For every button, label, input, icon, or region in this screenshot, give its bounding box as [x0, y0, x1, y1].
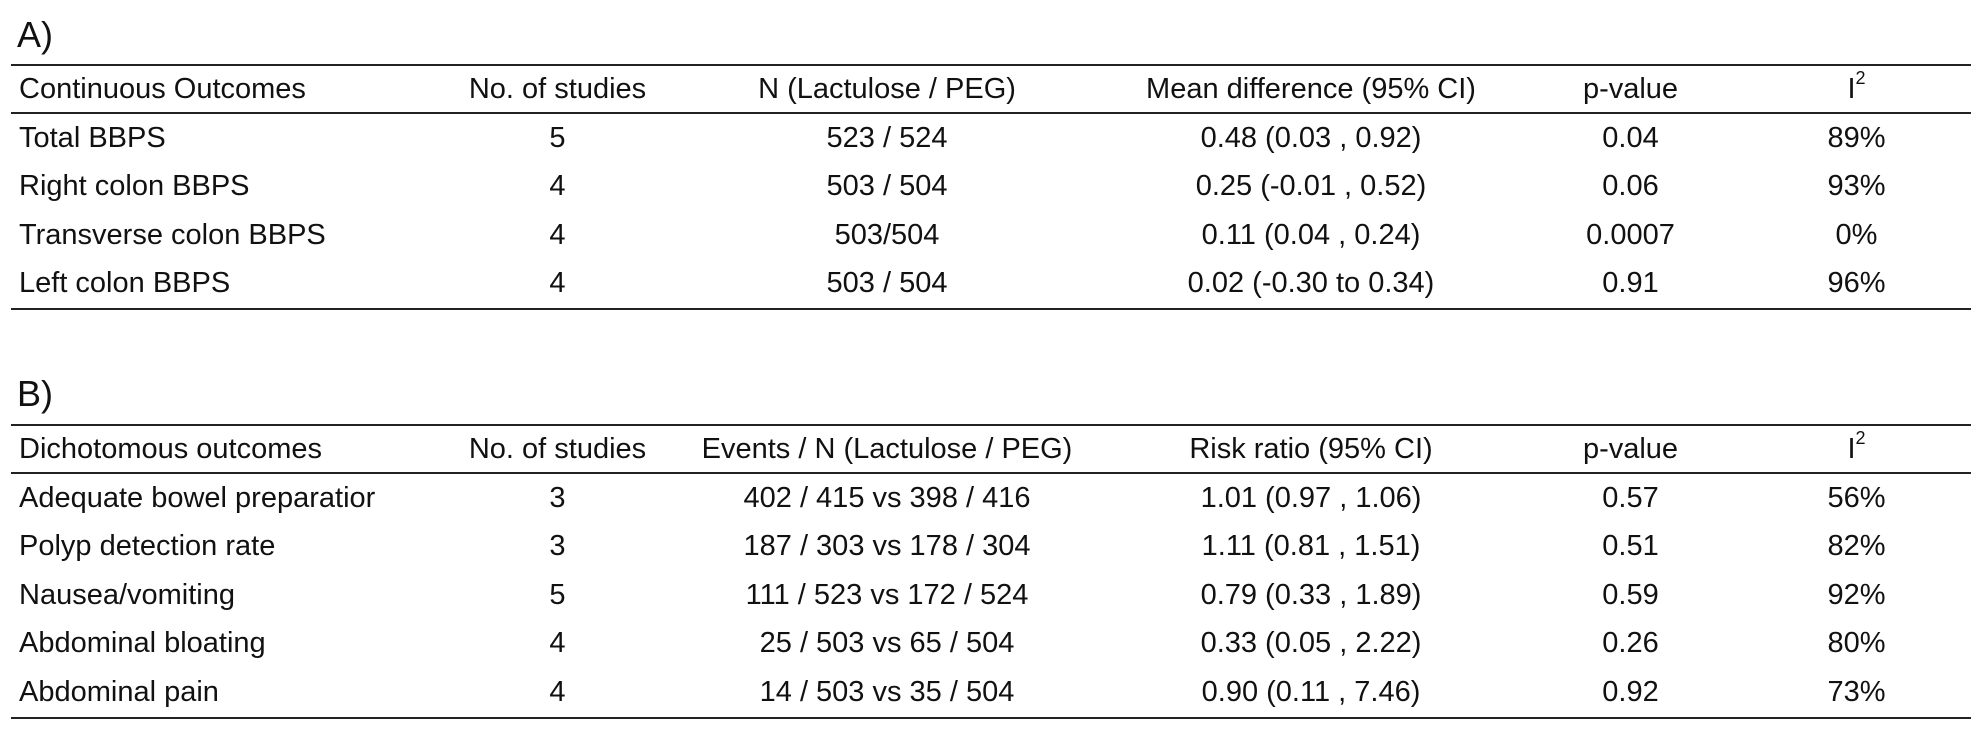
dichotomous-outcomes-table: Dichotomous outcomes No. of studies Even…: [11, 424, 1971, 719]
table-header-row: Dichotomous outcomes No. of studies Even…: [11, 425, 1971, 473]
cell-pvalue: 0.91: [1602, 267, 1659, 300]
cell-studies: 5: [549, 578, 566, 611]
header-n: Events / N (Lactulose / PEG): [701, 432, 1073, 465]
cell-outcome: Left colon BBPS: [19, 267, 231, 300]
cell-effect: 0.33 (0.05 , 2.22): [1200, 627, 1422, 660]
table-row: Abdominal bloating 4 25 / 503 vs 65 / 50…: [11, 620, 1971, 669]
table-row: Nausea/vomiting 5 111 / 523 vs 172 / 524…: [11, 571, 1971, 620]
header-outcome: Continuous Outcomes: [19, 72, 306, 105]
cell-pvalue: 0.92: [1602, 675, 1659, 708]
cell-n: 503 / 504: [826, 267, 948, 300]
cell-pvalue: 0.26: [1602, 627, 1659, 660]
cell-n: 25 / 503 vs 65 / 504: [759, 627, 1015, 660]
cell-i2: 93%: [1827, 170, 1886, 203]
cell-effect: 0.48 (0.03 , 0.92): [1200, 121, 1422, 154]
cell-studies: 3: [549, 481, 566, 514]
header-i2-base: I: [1847, 72, 1856, 105]
cell-studies: 3: [549, 530, 566, 563]
cell-i2: 80%: [1827, 627, 1886, 660]
cell-pvalue: 0.57: [1602, 481, 1659, 514]
cell-pvalue: 0.06: [1602, 170, 1659, 203]
cell-effect: 0.11 (0.04 , 0.24): [1201, 218, 1421, 251]
cell-pvalue: 0.04: [1602, 121, 1659, 154]
continuous-outcomes-table: Continuous Outcomes No. of studies N (La…: [11, 64, 1971, 310]
header-i2-superscript: 2: [1855, 67, 1866, 88]
header-pvalue: p-value: [1582, 72, 1679, 105]
cell-effect: 1.01 (0.97 , 1.06): [1200, 481, 1422, 514]
cell-effect: 1.11 (0.81 , 1.51): [1201, 530, 1421, 563]
cell-pvalue: 0.0007: [1586, 218, 1675, 251]
cell-effect: 0.02 (-0.30 to 0.34): [1187, 267, 1435, 300]
header-outcome: Dichotomous outcomes: [19, 432, 323, 465]
cell-n: 187 / 303 vs 178 / 304: [743, 530, 1031, 563]
cell-n: 503 / 504: [826, 170, 948, 203]
cell-i2: 82%: [1827, 530, 1886, 563]
cell-effect: 0.90 (0.11 , 7.46): [1201, 675, 1421, 708]
cell-outcome: Polyp detection rate: [19, 530, 276, 563]
table-row: Transverse colon BBPS 4 503/504 0.11 (0.…: [11, 211, 1971, 260]
table-row: Polyp detection rate 3 187 / 303 vs 178 …: [11, 523, 1971, 572]
header-pvalue: p-value: [1582, 432, 1679, 465]
table-row: Total BBPS 5 523 / 524 0.48 (0.03 , 0.92…: [11, 113, 1971, 163]
cell-outcome: Abdominal pain: [19, 675, 219, 708]
cell-i2: 89%: [1827, 121, 1886, 154]
cell-outcome: Total BBPS: [19, 121, 166, 154]
cell-outcome: Transverse colon BBPS: [19, 218, 326, 251]
table-row: Left colon BBPS 4 503 / 504 0.02 (-0.30 …: [11, 260, 1971, 309]
cell-studies: 4: [549, 218, 566, 251]
header-effect: Mean difference (95% CI): [1146, 72, 1476, 105]
cell-studies: 5: [549, 121, 566, 154]
header-i2: I2: [1734, 65, 1971, 113]
cell-n: 402 / 415 vs 398 / 416: [743, 481, 1031, 514]
header-i2-superscript: 2: [1855, 427, 1866, 448]
cell-n: 111 / 523 vs 172 / 524: [745, 578, 1029, 611]
header-i2-base: I: [1847, 432, 1856, 465]
cell-outcome: Nausea/vomiting: [19, 578, 235, 611]
cell-outcome: Abdominal bloating: [19, 627, 266, 660]
cell-i2: 56%: [1827, 481, 1886, 514]
cell-pvalue: 0.51: [1602, 530, 1659, 563]
header-n: N (Lactulose / PEG): [758, 72, 1016, 105]
header-i2: I2: [1734, 425, 1971, 473]
cell-effect: 0.25 (-0.01 , 0.52): [1195, 170, 1427, 203]
table-row: Right colon BBPS 4 503 / 504 0.25 (-0.01…: [11, 163, 1971, 212]
cell-outcome: Right colon BBPS: [19, 170, 250, 203]
table-row: Abdominal pain 4 14 / 503 vs 35 / 504 0.…: [11, 668, 1971, 718]
cell-i2: 96%: [1827, 267, 1886, 300]
cell-outcome: Adequate bowel preparatior: [19, 481, 376, 514]
cell-i2: 73%: [1827, 675, 1886, 708]
cell-n: 523 / 524: [826, 121, 948, 154]
header-studies: No. of studies: [468, 72, 647, 105]
cell-pvalue: 0.59: [1602, 578, 1659, 611]
cell-studies: 4: [549, 170, 566, 203]
section-a-label: A): [17, 14, 53, 55]
table-row: Adequate bowel preparatior 3 402 / 415 v…: [11, 473, 1971, 523]
cell-studies: 4: [549, 627, 566, 660]
header-studies: No. of studies: [468, 432, 647, 465]
cell-studies: 4: [549, 675, 566, 708]
cell-n: 14 / 503 vs 35 / 504: [759, 675, 1015, 708]
header-effect: Risk ratio (95% CI): [1189, 432, 1433, 465]
cell-n: 503/504: [834, 218, 940, 251]
table-header-row: Continuous Outcomes No. of studies N (La…: [11, 65, 1971, 113]
cell-i2: 92%: [1827, 578, 1886, 611]
cell-studies: 4: [549, 267, 566, 300]
cell-i2: 0%: [1835, 218, 1878, 251]
section-b-label: B): [17, 373, 53, 414]
cell-effect: 0.79 (0.33 , 1.89): [1200, 578, 1422, 611]
